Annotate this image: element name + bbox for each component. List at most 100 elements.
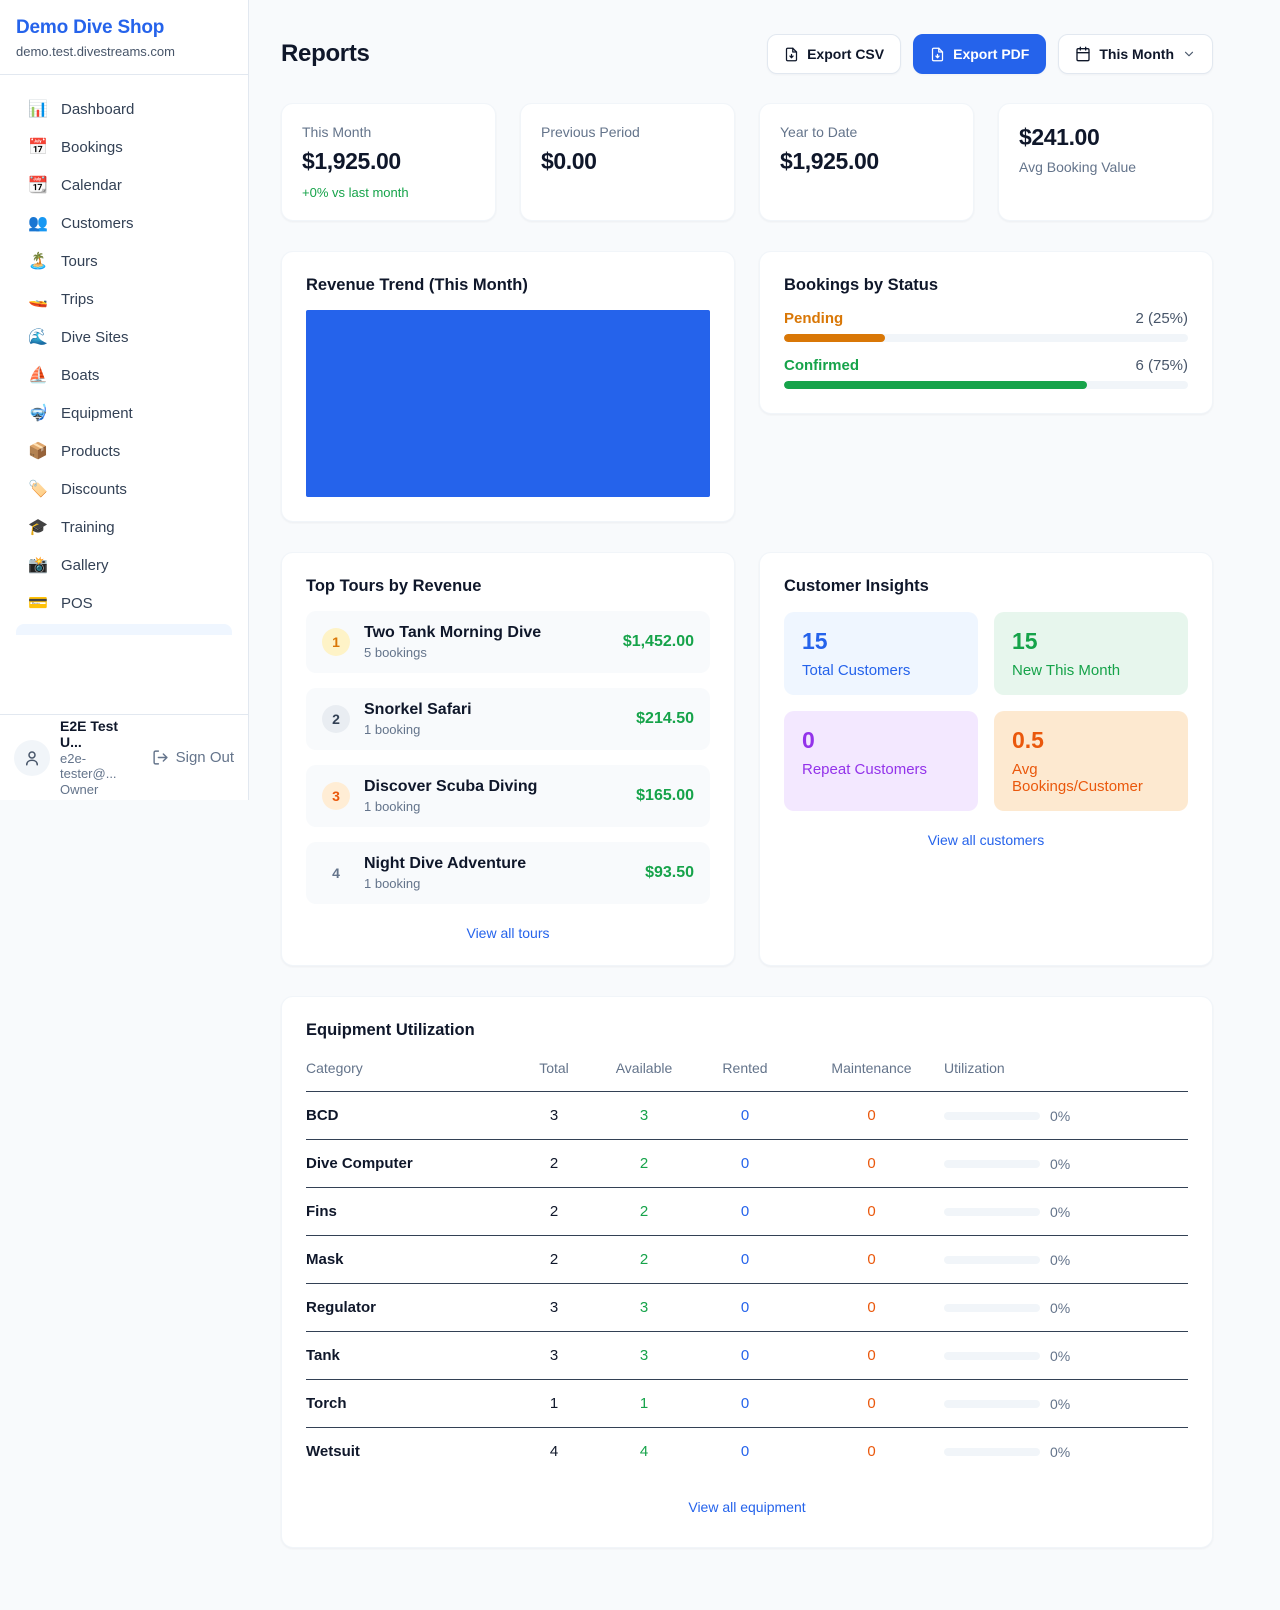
view-all-equipment-link[interactable]: View all equipment [688,1499,806,1515]
trips-icon: 🚤 [28,290,48,308]
utilization-percent: 0% [1050,1443,1071,1460]
stats-grid: This Month $1,925.00 +0% vs last month P… [281,103,1213,221]
tile-label: Avg Bookings/Customer [1012,761,1143,795]
training-icon: 🎓 [28,518,48,536]
tour-revenue: $93.50 [645,864,694,881]
export-csv-label: Export CSV [807,46,885,62]
sidebar-item-equipment[interactable]: 🤿 Equipment [16,396,232,431]
sidebar-item-discounts[interactable]: 🏷️ Discounts [16,472,232,507]
page-title: Reports [281,40,370,67]
sidebar-item-bookings[interactable]: 📅 Bookings [16,130,232,165]
cell-rented: 0 [691,1091,799,1140]
tour-row: 1 Two Tank Morning Dive 5 bookings $1,45… [306,611,710,673]
utilization-cell: 0% [944,1156,1188,1172]
customer-insights-title: Customer Insights [784,577,929,595]
period-label: This Month [1099,46,1174,62]
cell-total: 4 [549,1443,559,1460]
sidebar-item-customers[interactable]: 👥 Customers [16,206,232,241]
tile-total-customers: 15 Total Customers [784,612,978,695]
status-label-confirmed: Confirmed [784,357,859,374]
shop-name: Demo Dive Shop [16,17,165,38]
bookings-by-status-card: Bookings by Status Pending 2 (25%) Confi… [759,251,1213,414]
view-all-customers-link[interactable]: View all customers [927,832,1045,848]
sidebar-item-dive-sites[interactable]: 🌊 Dive Sites [16,320,232,355]
tile-label: Total Customers [802,662,911,679]
sidebar-nav: 📊 Dashboard 📅 Bookings 📆 Calendar 👥 Cust… [0,75,248,714]
sidebar-item-boats[interactable]: ⛵ Boats [16,358,232,393]
sidebar-item-pos[interactable]: 💳 POS [16,586,232,621]
cell-category: Mask [306,1235,511,1284]
sidebar-item-trips[interactable]: 🚤 Trips [16,282,232,317]
calendar-icon [1076,46,1091,62]
cell-category: Wetsuit [306,1443,360,1460]
sidebar-item-label: Dashboard [61,101,135,118]
tour-bookings: 1 booking [364,799,421,814]
stat-card-avg-booking-value: $241.00 Avg Booking Value [998,103,1213,221]
sidebar-item-label: POS [61,595,93,612]
user-name: E2E Test U... [60,718,119,750]
cell-total: 2 [511,1139,597,1188]
sidebar-item-training[interactable]: 🎓 Training [16,510,232,545]
stat-label: This Month [302,124,372,140]
insights-row: Top Tours by Revenue 1 Two Tank Morning … [281,552,1213,966]
export-pdf-button[interactable]: Export PDF [913,34,1047,74]
top-tours-card: Top Tours by Revenue 1 Two Tank Morning … [281,552,735,966]
cell-maintenance: 0 [799,1379,944,1428]
status-label-pending: Pending [784,310,844,327]
utilization-cell: 0% [944,1396,1188,1412]
cell-available: 2 [597,1187,691,1236]
view-all-tours-link[interactable]: View all tours [466,925,550,941]
stat-value: $0.00 [541,148,597,174]
sidebar-item-label: Bookings [61,139,123,156]
utilization-bar [944,1159,1040,1168]
cell-maintenance: 0 [799,1283,944,1332]
utilization-bar [944,1111,1040,1120]
sign-out-button[interactable]: Sign Out [152,749,234,766]
user-email: e2e-tester@... [60,751,117,781]
table-row: Fins 2 2 0 0 0% [306,1187,1188,1236]
avatar [14,739,50,776]
tour-name: Discover Scuba Diving [364,778,538,795]
customers-icon: 👥 [28,214,48,232]
cell-available: 3 [597,1331,691,1380]
tour-name: Snorkel Safari [364,701,472,718]
sidebar-active-item-clipped[interactable] [16,624,232,635]
products-icon: 📦 [28,442,48,460]
sidebar-item-dashboard[interactable]: 📊 Dashboard [16,92,232,127]
insight-tiles: 15 Total Customers 15 New This Month 0 R… [784,612,1188,811]
utilization-percent: 0% [1050,1251,1071,1268]
gallery-icon: 📸 [28,556,48,574]
sidebar-item-tours[interactable]: 🏝️ Tours [16,244,232,279]
calendar-icon: 📆 [28,176,48,194]
sidebar-item-label: Discounts [61,481,127,498]
sidebar-item-calendar[interactable]: 📆 Calendar [16,168,232,203]
revenue-trend-card: Revenue Trend (This Month) [281,251,735,522]
utilization-percent: 0% [1050,1347,1071,1364]
cell-total: 3 [511,1091,597,1140]
cell-maintenance: 0 [799,1139,944,1188]
cell-maintenance: 0 [799,1187,944,1236]
cell-category: Regulator [306,1283,511,1332]
cell-rented: 0 [691,1139,799,1188]
top-tours-title: Top Tours by Revenue [306,577,482,595]
cell-category: Dive Computer [306,1139,511,1188]
tile-value: 0.5 [1012,727,1044,753]
cell-category: Fins [306,1187,511,1236]
tour-bookings: 1 booking [364,876,421,891]
cell-maintenance: 0 [799,1235,944,1284]
period-dropdown[interactable]: This Month [1058,34,1213,74]
cell-available: 3 [597,1091,691,1140]
main-content: Reports Export CSV Export PDF This Month [249,0,1246,1604]
utilization-cell: 0% [944,1300,1188,1316]
file-icon [785,47,798,61]
sidebar-item-gallery[interactable]: 📸 Gallery [16,548,232,583]
tour-info: Discover Scuba Diving 1 booking [364,778,622,814]
tour-info: Night Dive Adventure 1 booking [364,855,631,891]
column-available: Available [597,1046,691,1092]
export-csv-button[interactable]: Export CSV [767,34,902,74]
sidebar-item-products[interactable]: 📦 Products [16,434,232,469]
tile-value: 15 [802,628,828,654]
utilization-bar [944,1303,1040,1312]
pos-icon: 💳 [28,594,48,612]
charts-row: Revenue Trend (This Month) Bookings by S… [281,251,1213,522]
